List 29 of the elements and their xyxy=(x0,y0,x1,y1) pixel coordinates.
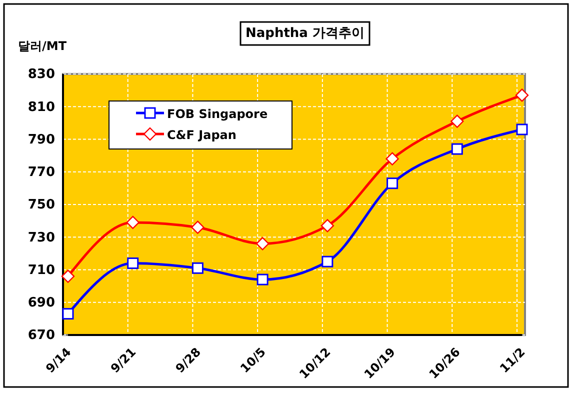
point xyxy=(322,256,334,268)
point xyxy=(191,220,204,234)
y-tick-label: 830 xyxy=(28,67,55,82)
chart-title: Naphtha 가격추이 xyxy=(246,26,364,41)
point xyxy=(61,270,75,283)
point xyxy=(451,143,463,155)
y-tick-label: 770 xyxy=(28,165,55,180)
point xyxy=(450,114,464,128)
point xyxy=(386,152,399,166)
y-tick-label: 670 xyxy=(28,328,55,344)
point xyxy=(126,216,140,230)
point xyxy=(192,262,204,274)
point xyxy=(320,219,334,232)
y-tick-label: 750 xyxy=(28,198,55,213)
y-tick-label: 730 xyxy=(28,230,55,246)
y-tick-label: 790 xyxy=(28,132,55,148)
y-tick-label: 710 xyxy=(28,262,55,278)
point xyxy=(62,308,74,320)
y-tick-label: 810 xyxy=(28,100,55,115)
legend-label: FOB Singapore xyxy=(167,107,268,121)
point xyxy=(127,257,139,269)
point xyxy=(256,237,270,250)
point xyxy=(516,124,528,136)
legend-label: C&F Japan xyxy=(167,128,236,142)
y-axis-title: 달러/MT xyxy=(18,39,68,53)
point xyxy=(515,88,529,102)
y-tick-label: 690 xyxy=(28,296,55,311)
point xyxy=(256,274,268,286)
point xyxy=(386,178,398,190)
